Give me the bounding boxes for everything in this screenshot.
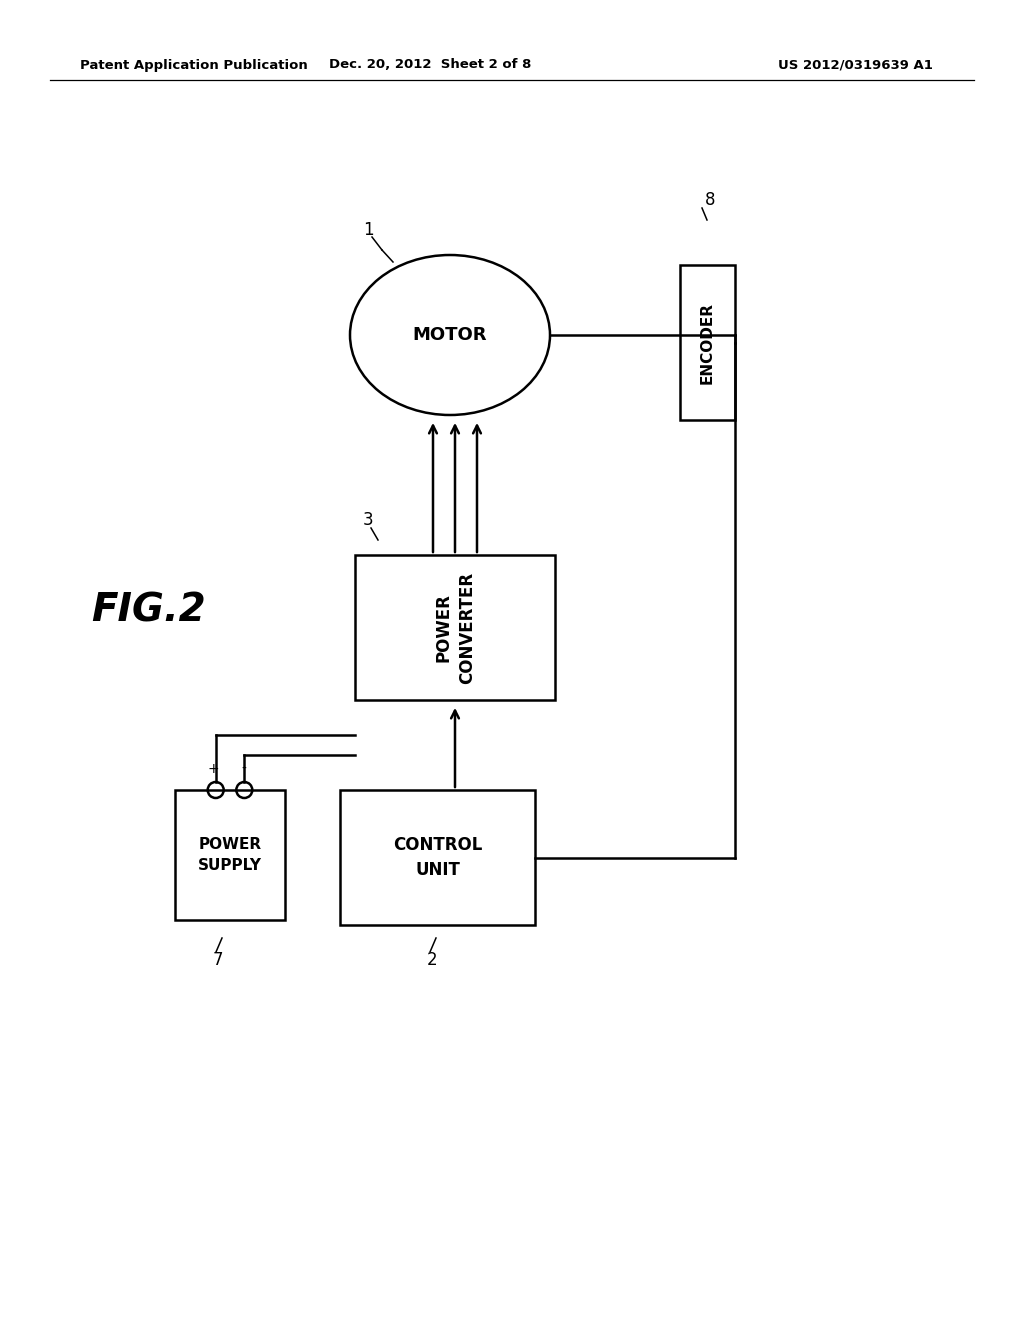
Text: 1: 1	[362, 220, 374, 239]
Text: POWER
SUPPLY: POWER SUPPLY	[198, 837, 262, 873]
Text: POWER
CONVERTER: POWER CONVERTER	[434, 572, 476, 684]
Text: 2: 2	[427, 950, 437, 969]
Bar	[340, 789, 535, 925]
Bar	[175, 789, 285, 920]
Text: US 2012/0319639 A1: US 2012/0319639 A1	[777, 58, 933, 71]
Text: 3: 3	[362, 511, 374, 529]
Text: -: -	[242, 762, 247, 776]
Text: 8: 8	[705, 191, 715, 209]
Text: +: +	[208, 762, 219, 776]
Text: Dec. 20, 2012  Sheet 2 of 8: Dec. 20, 2012 Sheet 2 of 8	[329, 58, 531, 71]
Text: MOTOR: MOTOR	[413, 326, 487, 345]
Text: CONTROL
UNIT: CONTROL UNIT	[393, 836, 482, 879]
Bar	[355, 554, 555, 700]
Text: 7: 7	[213, 950, 223, 969]
Bar	[680, 265, 735, 420]
Text: Patent Application Publication: Patent Application Publication	[80, 58, 308, 71]
Text: ENCODER: ENCODER	[700, 301, 715, 384]
Text: FIG.2: FIG.2	[91, 591, 206, 630]
